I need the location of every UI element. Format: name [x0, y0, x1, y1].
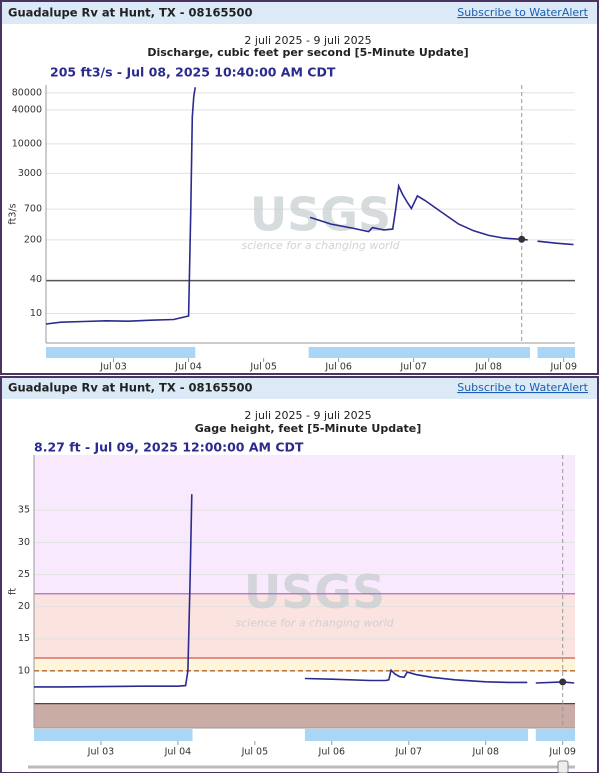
x-tick-label: Jul 06: [324, 362, 352, 373]
y-tick-label: 200: [24, 234, 42, 245]
cursor-point: [559, 678, 567, 686]
panel-border: [0, 0, 599, 375]
readout: 8.27 ft - Jul 09, 2025 12:00:00 AM CDT: [34, 440, 304, 455]
data-band: [304, 729, 529, 741]
watermark-tagline: science for a changing world: [235, 617, 394, 630]
y-tick-label: 10000: [12, 138, 42, 149]
panel-header: [2, 2, 597, 24]
chart-title: Discharge, cubic feet per second [5-Minu…: [147, 46, 468, 59]
date-range: 2 juli 2025 - 9 juli 2025: [244, 409, 371, 422]
x-tick-label: Jul 04: [174, 362, 202, 373]
site-title: Guadalupe Rv at Hunt, TX - 08165500: [8, 381, 253, 395]
y-axis-label: ft3/s: [8, 203, 19, 224]
wateralert-link[interactable]: Subscribe to WaterAlert: [457, 6, 588, 19]
x-tick-label: Jul 03: [99, 362, 127, 373]
watermark: USGS: [250, 188, 391, 242]
y-tick-label: 700: [24, 204, 42, 215]
x-tick-label: Jul 05: [241, 747, 269, 758]
flood-zone: [34, 657, 575, 671]
site-title: Guadalupe Rv at Hunt, TX - 08165500: [8, 6, 253, 20]
y-tick-label: 3000: [18, 168, 42, 179]
y-tick-label: 40000: [12, 104, 42, 115]
y-tick-label: 15: [18, 633, 30, 644]
panel-header: [2, 378, 597, 399]
wateralert-link[interactable]: Subscribe to WaterAlert: [457, 381, 588, 394]
flood-zone: [34, 703, 575, 728]
flood-zone: [34, 455, 575, 594]
discharge-panel: Guadalupe Rv at Hunt, TX - 08165500 Subsc…: [0, 0, 599, 375]
y-tick-label: 25: [18, 569, 30, 580]
data-band: [308, 347, 530, 358]
x-tick-label: Jul 08: [471, 747, 499, 758]
x-tick-label: Jul 05: [249, 362, 277, 373]
data-band: [46, 347, 196, 358]
cursor-point: [518, 235, 526, 243]
readout: 205 ft3/s - Jul 08, 2025 10:40:00 AM CDT: [50, 65, 336, 80]
data-band: [537, 347, 575, 358]
x-tick-label: Jul 07: [394, 747, 422, 758]
y-tick-label: 20: [18, 601, 30, 612]
x-tick-label: Jul 08: [474, 362, 502, 373]
y-tick-label: 40: [30, 274, 42, 285]
data-band: [535, 729, 575, 741]
y-tick-label: 35: [18, 505, 30, 516]
x-tick-label: Jul 09: [549, 362, 577, 373]
y-tick-label: 80000: [12, 87, 42, 98]
data-band: [34, 729, 193, 741]
y-tick-label: 10: [30, 308, 42, 319]
x-tick-label: Jul 06: [318, 747, 346, 758]
date-range: 2 juli 2025 - 9 juli 2025: [244, 34, 371, 47]
slider-handle[interactable]: [557, 760, 569, 773]
y-tick-label: 30: [18, 537, 30, 548]
gage-panel: Guadalupe Rv at Hunt, TX - 08165500 Subsc…: [0, 376, 599, 773]
watermark-tagline: science for a changing world: [241, 239, 400, 252]
watermark: USGS: [244, 565, 385, 619]
x-tick-label: Jul 03: [87, 747, 115, 758]
x-tick-label: Jul 04: [164, 747, 192, 758]
y-tick-label: 10: [18, 665, 30, 676]
y-axis-label: ft: [8, 588, 19, 595]
x-tick-label: Jul 07: [399, 362, 427, 373]
data-line: [45, 87, 574, 325]
flood-zone: [34, 593, 575, 658]
x-tick-label: Jul 09: [548, 747, 576, 758]
chart-title: Gage height, feet [5-Minute Update]: [195, 422, 421, 435]
